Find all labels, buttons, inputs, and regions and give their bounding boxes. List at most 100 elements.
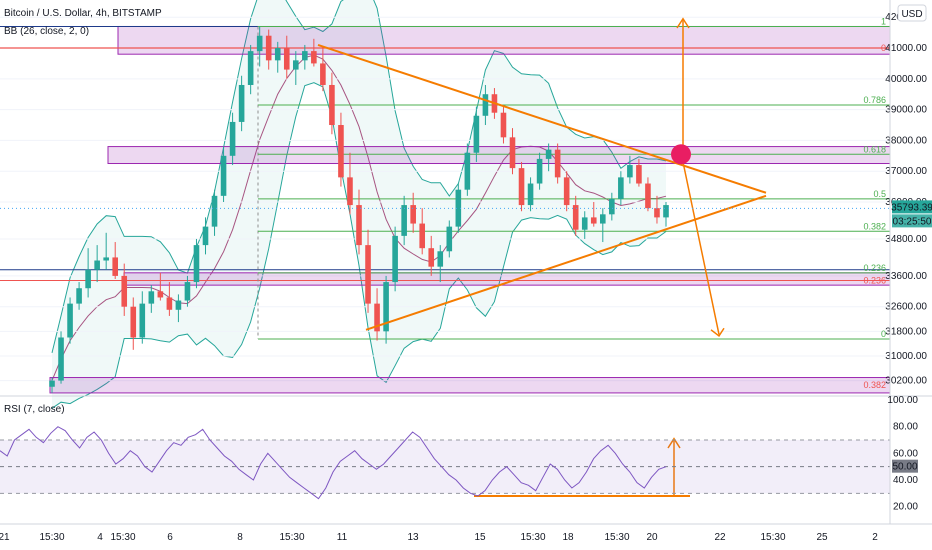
candle bbox=[518, 161, 525, 212]
candle bbox=[473, 106, 480, 162]
candle bbox=[572, 195, 579, 236]
price-tick-label: 31000.00 bbox=[885, 351, 927, 362]
candle bbox=[338, 112, 344, 187]
candle-body bbox=[94, 260, 100, 270]
candle bbox=[419, 208, 426, 255]
candle bbox=[545, 143, 552, 172]
candle-body bbox=[464, 152, 471, 190]
time-tick-label: 11 bbox=[337, 532, 348, 543]
time-tick-label: 25 bbox=[816, 532, 828, 543]
candle-body bbox=[184, 282, 191, 301]
candle-body bbox=[58, 337, 64, 381]
candle-body bbox=[518, 168, 525, 206]
candle bbox=[663, 202, 669, 227]
candle bbox=[247, 44, 254, 95]
candle bbox=[410, 192, 416, 233]
candle-body bbox=[627, 165, 633, 178]
candle bbox=[329, 72, 335, 135]
candle-body bbox=[590, 217, 597, 224]
candle-body bbox=[401, 205, 407, 236]
candle bbox=[590, 202, 597, 227]
candle bbox=[121, 263, 128, 316]
candle bbox=[374, 288, 380, 341]
candle-body bbox=[428, 248, 435, 267]
candle-body bbox=[112, 257, 119, 276]
time-tick-label: 18 bbox=[562, 532, 574, 543]
candle-body bbox=[356, 205, 362, 246]
time-tick-label: 8 bbox=[237, 532, 243, 543]
candle bbox=[130, 297, 137, 350]
candle bbox=[148, 285, 155, 313]
candle bbox=[94, 245, 100, 283]
candle bbox=[292, 51, 299, 85]
candle bbox=[365, 229, 371, 313]
bb-basis-line bbox=[51, 54, 667, 381]
zone-level-label: 0.236 bbox=[863, 276, 886, 286]
rsi-band-fill bbox=[0, 440, 890, 494]
candle-body bbox=[76, 288, 82, 304]
candle bbox=[202, 217, 209, 255]
bb-legend: BB (26, close, 2, 0) bbox=[4, 26, 89, 37]
time-tick-label: 20 bbox=[646, 532, 658, 543]
rsi-tick-label: 60.00 bbox=[893, 448, 918, 459]
price-tick-label: 32600.00 bbox=[885, 302, 927, 313]
candle-body bbox=[636, 165, 642, 184]
time-tick-label: 13 bbox=[407, 532, 419, 543]
rsi-panel bbox=[0, 426, 890, 500]
rsi-up-arrow-head bbox=[667, 437, 681, 449]
candle bbox=[112, 242, 119, 279]
countdown-value: 03:25:50 bbox=[893, 216, 932, 227]
candle-body bbox=[85, 269, 91, 289]
candle-body bbox=[482, 94, 489, 116]
price-tick-label: 39000.00 bbox=[885, 105, 927, 116]
candle-body bbox=[302, 51, 308, 61]
candle bbox=[220, 146, 227, 202]
resistance-zone bbox=[117, 25, 891, 55]
candle bbox=[302, 44, 308, 70]
currency-label: USD bbox=[901, 9, 922, 20]
candle-body bbox=[446, 226, 453, 252]
time-tick-label: 15:30 bbox=[760, 532, 785, 543]
candle bbox=[599, 208, 606, 243]
candle bbox=[636, 158, 642, 187]
candle-body bbox=[238, 84, 245, 122]
candle-body bbox=[455, 189, 462, 227]
candle bbox=[85, 248, 91, 298]
candle-body bbox=[139, 303, 146, 338]
candle bbox=[356, 189, 362, 255]
time-tick-label: 15:30 bbox=[39, 532, 64, 543]
candle-body bbox=[193, 245, 200, 283]
candle-body bbox=[392, 235, 398, 283]
currency-button[interactable] bbox=[897, 4, 927, 22]
candle bbox=[654, 195, 660, 224]
fib-label: 0.236 bbox=[863, 263, 886, 273]
candle bbox=[49, 377, 55, 393]
candle bbox=[563, 171, 570, 212]
rsi-legend: RSI (7, close) bbox=[4, 404, 65, 415]
candle-body bbox=[247, 51, 254, 85]
time-tick-label: 4 bbox=[97, 532, 103, 543]
candle bbox=[311, 38, 317, 67]
candle bbox=[67, 297, 73, 344]
fib-label: 0.786 bbox=[863, 95, 886, 105]
time-tick-label: 15:30 bbox=[279, 532, 304, 543]
candle-body bbox=[527, 183, 534, 206]
candle bbox=[274, 41, 281, 73]
candle bbox=[320, 48, 326, 92]
trend-drawings bbox=[0, 17, 890, 497]
candle-body bbox=[329, 84, 335, 126]
triangle-upper-line bbox=[317, 44, 767, 194]
candle-body bbox=[654, 208, 660, 218]
candle-body bbox=[500, 112, 507, 138]
candle-body bbox=[121, 275, 128, 307]
candle-body bbox=[581, 217, 588, 230]
candle-body bbox=[274, 48, 281, 61]
candle bbox=[193, 238, 200, 289]
candle-body bbox=[545, 149, 552, 159]
breakout-marker bbox=[671, 144, 691, 165]
bb-upper-line bbox=[51, 0, 667, 354]
fib-label: 1 bbox=[881, 16, 886, 26]
candle bbox=[157, 272, 164, 301]
candle-body bbox=[49, 380, 55, 387]
